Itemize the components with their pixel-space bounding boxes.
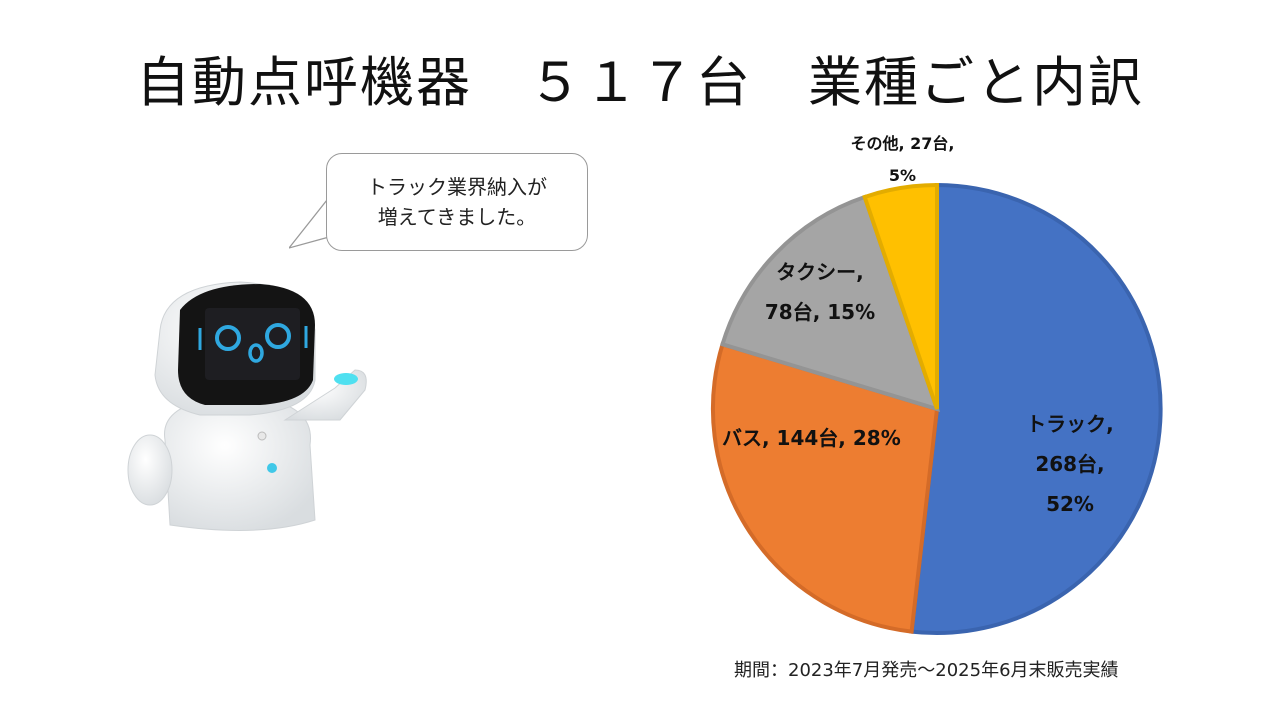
pie-slice-other[interactable] (862, 182, 939, 410)
pie-slice-bus[interactable] (710, 341, 940, 634)
speech-bubble: トラック業界納入が 増えてきました。 (326, 153, 588, 251)
period-footnote: 期間：2023年7月発売～2025年6月末販売実績 (734, 660, 1119, 681)
slide-title: 自動点呼機器 ５１７台 業種ごと内訳 (136, 51, 1144, 114)
pie-slice-truck[interactable] (909, 182, 1163, 635)
pie-slice-taxi[interactable] (720, 194, 941, 413)
label-other: その他, 27台, 5% (850, 134, 955, 185)
label-taxi: タクシー, 78台, 15% (764, 260, 876, 324)
speech-line-2: 増えてきました。 (377, 205, 537, 229)
label-bus: バス, 144台, 28% (722, 426, 901, 450)
speech-line-1: トラック業界納入が (367, 175, 547, 199)
robot-mascot-image (127, 281, 367, 531)
label-truck: トラック, 268台, 52% (1026, 412, 1114, 516)
